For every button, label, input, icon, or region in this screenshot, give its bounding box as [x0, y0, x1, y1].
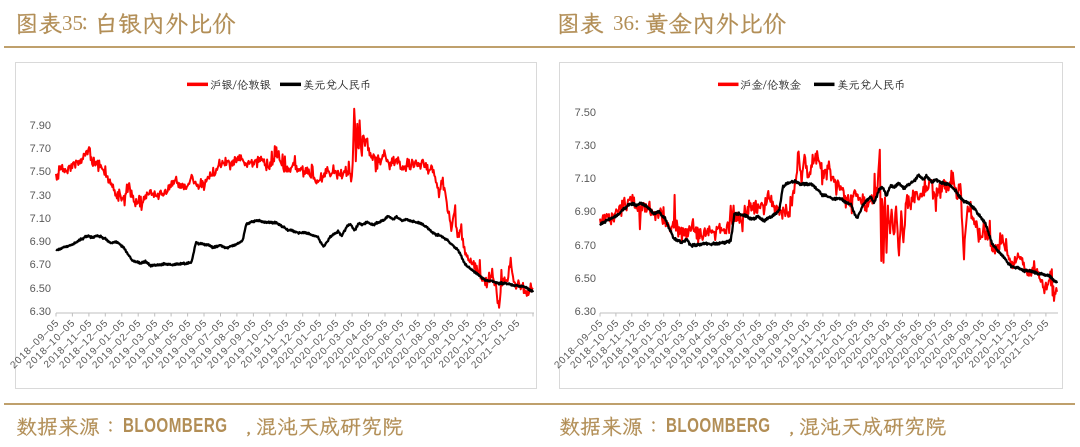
svg-text:35: 35	[62, 11, 83, 35]
svg-text:36:: 36:	[613, 11, 640, 35]
svg-text:BLOOMBERG: BLOOMBERG	[666, 414, 771, 437]
svg-text:BLOOMBERG: BLOOMBERG	[123, 414, 228, 437]
